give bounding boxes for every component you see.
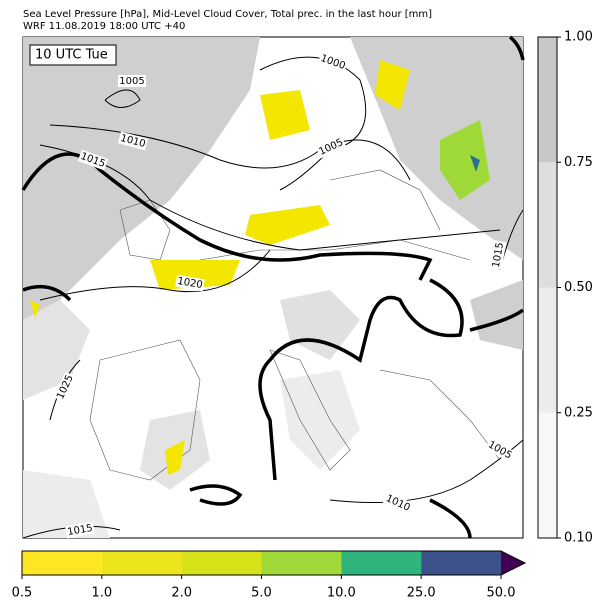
isobar-label-bg [175,274,205,292]
colorbar-segment [101,551,182,575]
isobar-label-bg [489,240,507,270]
precip-colorbar: 0.5 1.0 2.0 5.0 10.0 25.0 50.0 [12,550,527,601]
colorbar-tick-label: 25.0 [407,586,436,601]
isobar-label-bg [65,521,95,539]
isobar-label: 1020 [176,276,203,291]
colorbar-segment [538,412,557,538]
isobar-label: 1015 [491,242,506,269]
colorbar-segment [341,551,422,575]
colorbar-segment [261,551,342,575]
colorbar-segment [538,287,557,413]
colorbar-tick-label: 5.0 [251,586,272,601]
precipitation [30,60,490,475]
isobar-label: 1015 [67,523,94,538]
colorbar-tick-label: 1.00 [564,30,593,45]
isobar-label-bg [382,491,414,515]
cloud-colorbar: 0.10 0.25 0.50 0.75 1.00 [537,30,593,546]
colorbar-extend [501,551,525,575]
colorbar-frame [21,550,527,576]
time-label-box [29,44,117,66]
colorbar-segment [22,551,102,575]
colorbar-tick-label: 0.10 [564,531,593,546]
colorbar-tick-label: 0.5 [12,586,33,601]
colorbar-tick-label: 0.25 [564,405,593,420]
colorbar-segment [538,37,557,163]
isobar-label-bg [317,51,349,73]
isobar-label-bg [53,371,77,403]
colorbar-tick-label: 2.0 [171,586,192,601]
title-line: Sea Level Pressure [hPa], Mid-Level Clou… [23,9,432,20]
isobar-label-bg [117,131,149,151]
colorbar-tick-label: 10.0 [327,586,356,601]
title-line: WRF 11.08.2019 18:00 UTC +40 [23,21,185,32]
colorbar-segment [538,162,557,288]
colorbar-tick-label: 50.0 [487,586,516,601]
time-label: 10 UTC Tue [35,48,108,63]
isobar-label-bg [315,135,347,159]
colorbar-tick-label: 1.0 [91,586,112,601]
isobar-label-bg [118,75,146,87]
colorbar-tick-label: 0.50 [564,280,593,295]
colorbar-segment [421,551,501,575]
colorbar-tick-label: 0.75 [564,155,593,170]
colorbar-segment [181,551,262,575]
isobar-label-bg [77,149,109,171]
isobar-label: 1005 [119,76,144,87]
isobar-label-bg [484,437,516,463]
